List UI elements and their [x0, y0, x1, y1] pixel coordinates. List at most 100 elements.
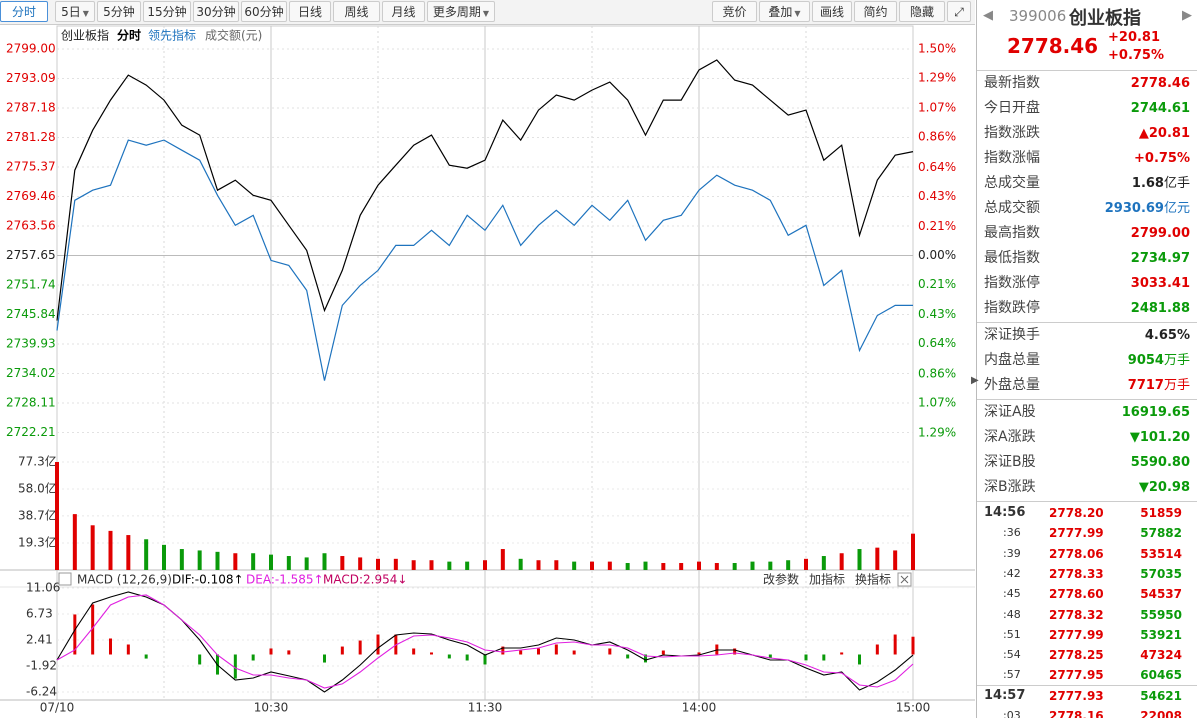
- stat-value: 5590.80: [1131, 450, 1190, 475]
- volume-bar: [233, 553, 238, 570]
- x-tick-label: 11:30: [468, 701, 503, 715]
- volume-bar: [322, 553, 327, 570]
- tab[interactable]: 60分钟: [241, 1, 287, 22]
- collapse-arrow[interactable]: ▶: [971, 375, 979, 386]
- y2-tick-label: 0.43%: [918, 189, 956, 203]
- separator: [977, 501, 1197, 502]
- stat-number: +0.75%: [1134, 151, 1190, 166]
- volume-bar: [465, 561, 470, 570]
- tick-row: 14:57 2777.93 54621: [977, 686, 1196, 706]
- quote-code: 399006: [1009, 7, 1067, 25]
- tick-row: :54 2778.25 47324: [977, 645, 1196, 665]
- volume-bar: [393, 558, 398, 570]
- stat-number: 5590.80: [1130, 455, 1190, 470]
- stat-number: 9054: [1127, 353, 1164, 368]
- y-tick-label: 2751.74: [6, 278, 56, 292]
- volume-bar: [839, 553, 844, 570]
- separator: [977, 322, 1197, 323]
- tab[interactable]: 15分钟: [143, 1, 191, 22]
- volume-bar: [714, 563, 719, 570]
- volume-bar: [55, 462, 59, 570]
- series-line: [56, 59, 914, 321]
- tab[interactable]: 5分钟: [97, 1, 141, 22]
- volume-bar: [108, 530, 113, 570]
- y2-tick-label: 1.07%: [918, 395, 956, 409]
- stat-number: ▼101.20: [1129, 430, 1190, 445]
- stat-row: 深B涨跌 ▼20.98: [977, 475, 1196, 500]
- stat-row: 指数跌停 2481.88: [977, 296, 1196, 321]
- tool[interactable]: 画线: [812, 1, 852, 22]
- stat-row: 指数涨跌 ▲20.81: [977, 121, 1196, 146]
- volume-bar: [286, 556, 291, 570]
- help-icon: [58, 572, 72, 586]
- y-tick-label: 2769.46: [6, 189, 56, 203]
- stat-number: 4.65%: [1144, 328, 1190, 343]
- tab[interactable]: 更多周期 ▼: [427, 1, 495, 22]
- stat-value: 1.68亿手: [1132, 171, 1190, 196]
- tab[interactable]: 30分钟: [193, 1, 239, 22]
- next-arrow[interactable]: ▶: [1182, 8, 1192, 23]
- y-tick-label: 2763.56: [6, 218, 56, 232]
- stat-row: 内盘总量 9054万手: [977, 348, 1196, 373]
- stat-label: 指数跌停: [984, 300, 1040, 316]
- indicator-button[interactable]: 加指标: [809, 572, 845, 587]
- stat-label: 指数涨停: [984, 275, 1040, 291]
- stat-value: 2481.88: [1131, 296, 1190, 321]
- tick-price: 2778.16: [1049, 709, 1104, 718]
- stat-unit: 万手: [1163, 378, 1190, 393]
- y-tick-label: 2739.93: [6, 336, 56, 350]
- tool[interactable]: 隐藏: [899, 1, 945, 22]
- volume-bar: [215, 551, 220, 570]
- y2-tick-label: 0.00%: [918, 248, 956, 262]
- stat-row: 深证A股 16919.65: [977, 400, 1196, 425]
- stat-number: 2734.97: [1130, 251, 1190, 266]
- y2-tick-label: 0.86%: [918, 366, 956, 380]
- caret: ▼: [794, 9, 801, 18]
- indicator-button[interactable]: 改参数: [763, 572, 799, 587]
- tool[interactable]: 叠加 ▼: [759, 1, 810, 22]
- tab[interactable]: 5日 ▼: [55, 1, 95, 22]
- volume-bar: [483, 560, 487, 570]
- stat-row: 最低指数 2734.97: [977, 246, 1196, 271]
- volume-bar: [554, 560, 559, 570]
- tool[interactable]: 竞价: [712, 1, 757, 22]
- stat-row: 深证B股 5590.80: [977, 450, 1196, 475]
- stat-unit: 亿元: [1163, 201, 1190, 216]
- indicator-button[interactable]: 换指标: [855, 572, 891, 587]
- caret: ▼: [82, 9, 89, 18]
- volume-bar: [376, 558, 380, 570]
- volume-bar: [643, 561, 648, 570]
- volume-bar: [179, 549, 184, 570]
- tab[interactable]: 日线: [289, 1, 331, 22]
- tick-price: 2777.99: [1049, 627, 1104, 642]
- tab[interactable]: 分时: [0, 1, 48, 22]
- tool[interactable]: 简约: [854, 1, 897, 22]
- stat-number: 16919.65: [1121, 405, 1190, 420]
- quote-change: +20.81: [1108, 30, 1161, 45]
- volume-bar: [893, 550, 898, 570]
- tick-time: 14:56: [984, 505, 1026, 520]
- volume-bar: [786, 560, 791, 570]
- quote-price: 2778.46: [1007, 34, 1099, 58]
- tick-time: :48: [1003, 607, 1021, 621]
- volume-bar: [197, 550, 202, 570]
- stat-value: 3033.41: [1131, 271, 1190, 296]
- tab[interactable]: 周线: [333, 1, 380, 22]
- toolbar: 分时 5日 ▼ 5分钟 15分钟 30分钟 60分钟 日线 周线 月线 更多周期 ▼…: [0, 0, 975, 25]
- prev-arrow[interactable]: ◀: [983, 8, 993, 23]
- tick-row: :51 2777.99 53921: [977, 625, 1196, 645]
- x-tick-label: 15:00: [896, 701, 931, 715]
- stat-label: 总成交额: [984, 200, 1040, 216]
- stat-value: 9054万手: [1128, 348, 1190, 373]
- tick-price: 2777.95: [1049, 668, 1104, 683]
- quote-name: 创业板指: [1069, 8, 1141, 29]
- stat-label: 深证B股: [984, 454, 1036, 470]
- y-tick-label: 77.3亿: [18, 454, 57, 469]
- volume-bar: [750, 561, 755, 570]
- expand-icon[interactable]: ⤢: [947, 1, 971, 22]
- y-tick-label: 11.06: [26, 581, 60, 595]
- tab[interactable]: 月线: [382, 1, 425, 22]
- tick-row: :57 2777.95 60465: [977, 665, 1196, 685]
- volume-bar: [269, 554, 273, 570]
- stat-number: 2778.46: [1130, 76, 1190, 91]
